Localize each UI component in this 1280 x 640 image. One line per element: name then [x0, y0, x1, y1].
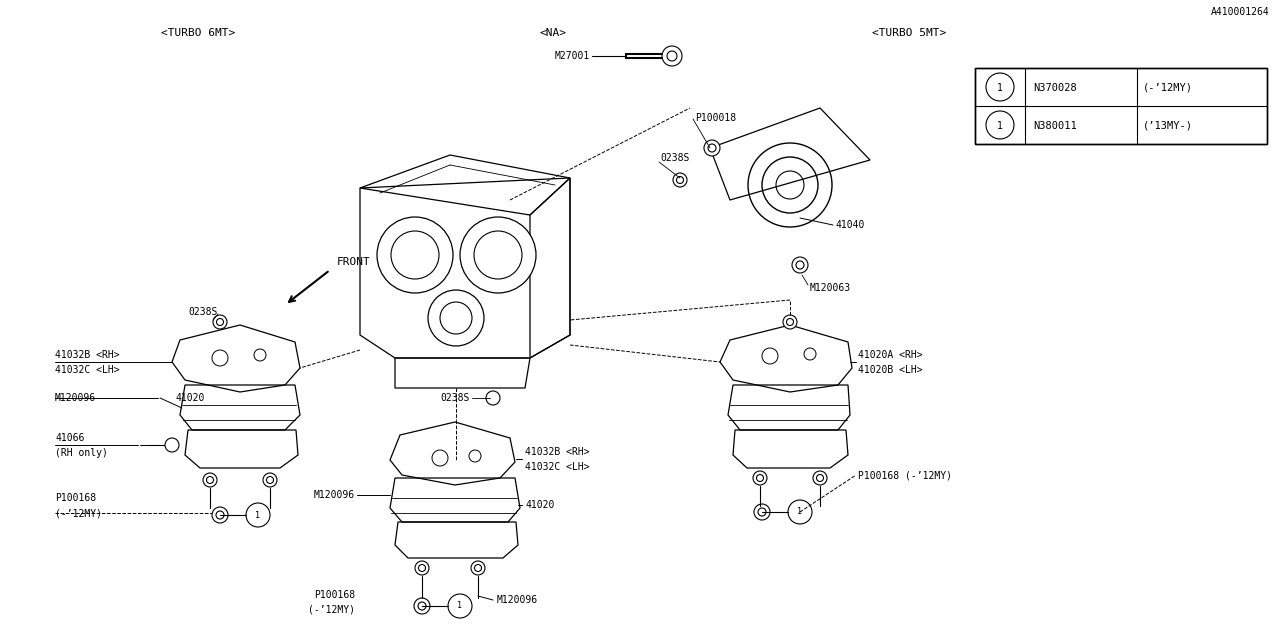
- Text: <TURBO 5MT>: <TURBO 5MT>: [872, 28, 946, 38]
- Circle shape: [390, 231, 439, 279]
- Circle shape: [783, 315, 797, 329]
- Text: (-’12MY): (-’12MY): [55, 508, 102, 518]
- Text: M27001: M27001: [554, 51, 590, 61]
- Circle shape: [419, 602, 426, 610]
- Circle shape: [253, 349, 266, 361]
- Circle shape: [662, 46, 682, 66]
- Circle shape: [776, 171, 804, 199]
- Circle shape: [212, 350, 228, 366]
- Text: 41032C <LH>: 41032C <LH>: [55, 365, 119, 375]
- Text: 0238S: 0238S: [660, 153, 690, 163]
- Text: (-’12MY): (-’12MY): [1143, 83, 1193, 93]
- Circle shape: [762, 157, 818, 213]
- Text: 41020A <RH>: 41020A <RH>: [858, 350, 923, 360]
- Circle shape: [440, 302, 472, 334]
- Text: 1: 1: [797, 508, 803, 516]
- Circle shape: [753, 471, 767, 485]
- Circle shape: [415, 561, 429, 575]
- Circle shape: [756, 474, 763, 481]
- Circle shape: [216, 511, 224, 519]
- Circle shape: [460, 217, 536, 293]
- Text: <TURBO 6MT>: <TURBO 6MT>: [161, 28, 236, 38]
- Circle shape: [165, 438, 179, 452]
- Circle shape: [378, 217, 453, 293]
- Text: N380011: N380011: [1033, 121, 1076, 131]
- Circle shape: [448, 594, 472, 618]
- Text: 41020: 41020: [525, 500, 554, 510]
- Text: 1: 1: [256, 511, 261, 520]
- Text: P100168: P100168: [314, 590, 355, 600]
- Circle shape: [758, 508, 765, 516]
- Circle shape: [419, 564, 425, 572]
- Text: 1: 1: [457, 602, 462, 611]
- Circle shape: [212, 315, 227, 329]
- Circle shape: [986, 111, 1014, 139]
- Circle shape: [704, 140, 719, 156]
- Circle shape: [471, 561, 485, 575]
- Circle shape: [673, 173, 687, 187]
- Circle shape: [212, 507, 228, 523]
- Circle shape: [788, 500, 812, 524]
- Text: M120096: M120096: [497, 595, 538, 605]
- Circle shape: [754, 504, 771, 520]
- Text: P100018: P100018: [695, 113, 736, 123]
- Text: 0238S: 0238S: [440, 393, 470, 403]
- Text: (RH only): (RH only): [55, 448, 108, 458]
- Circle shape: [246, 503, 270, 527]
- Bar: [975, 68, 1267, 144]
- Circle shape: [786, 319, 794, 326]
- Circle shape: [433, 450, 448, 466]
- Circle shape: [204, 473, 218, 487]
- Circle shape: [262, 473, 276, 487]
- Text: 41040: 41040: [835, 220, 864, 230]
- Circle shape: [428, 290, 484, 346]
- Text: FRONT: FRONT: [337, 257, 371, 267]
- Circle shape: [792, 257, 808, 273]
- Circle shape: [206, 477, 214, 483]
- Text: (’13MY-): (’13MY-): [1143, 121, 1193, 131]
- Text: 41020B <LH>: 41020B <LH>: [858, 365, 923, 375]
- Text: M120063: M120063: [810, 283, 851, 293]
- Circle shape: [804, 348, 817, 360]
- Circle shape: [667, 51, 677, 61]
- Text: (-’12MY): (-’12MY): [308, 605, 355, 615]
- Text: 1: 1: [997, 121, 1004, 131]
- Circle shape: [413, 598, 430, 614]
- Text: <NA>: <NA>: [539, 28, 567, 38]
- Text: 41032C <LH>: 41032C <LH>: [525, 462, 590, 472]
- Circle shape: [748, 143, 832, 227]
- Circle shape: [708, 144, 716, 152]
- Circle shape: [266, 477, 274, 483]
- Circle shape: [986, 73, 1014, 101]
- Circle shape: [796, 261, 804, 269]
- Text: 41032B <RH>: 41032B <RH>: [55, 350, 119, 360]
- Text: N370028: N370028: [1033, 83, 1076, 93]
- Text: 41020: 41020: [175, 393, 205, 403]
- Text: 41032B <RH>: 41032B <RH>: [525, 447, 590, 457]
- Circle shape: [813, 471, 827, 485]
- Circle shape: [817, 474, 823, 481]
- Circle shape: [474, 231, 522, 279]
- Text: 41066: 41066: [55, 433, 84, 443]
- Text: P100168: P100168: [55, 493, 96, 503]
- Text: P100168 (-’12MY): P100168 (-’12MY): [858, 470, 952, 480]
- Text: A410001264: A410001264: [1211, 6, 1270, 17]
- Circle shape: [486, 391, 500, 405]
- Text: M120096: M120096: [314, 490, 355, 500]
- Circle shape: [468, 450, 481, 462]
- Text: 1: 1: [997, 83, 1004, 93]
- Circle shape: [475, 564, 481, 572]
- Text: 0238S: 0238S: [188, 307, 218, 317]
- Circle shape: [216, 319, 224, 326]
- Circle shape: [762, 348, 778, 364]
- Bar: [975, 68, 1267, 144]
- Circle shape: [677, 177, 684, 184]
- Text: M120096: M120096: [55, 393, 96, 403]
